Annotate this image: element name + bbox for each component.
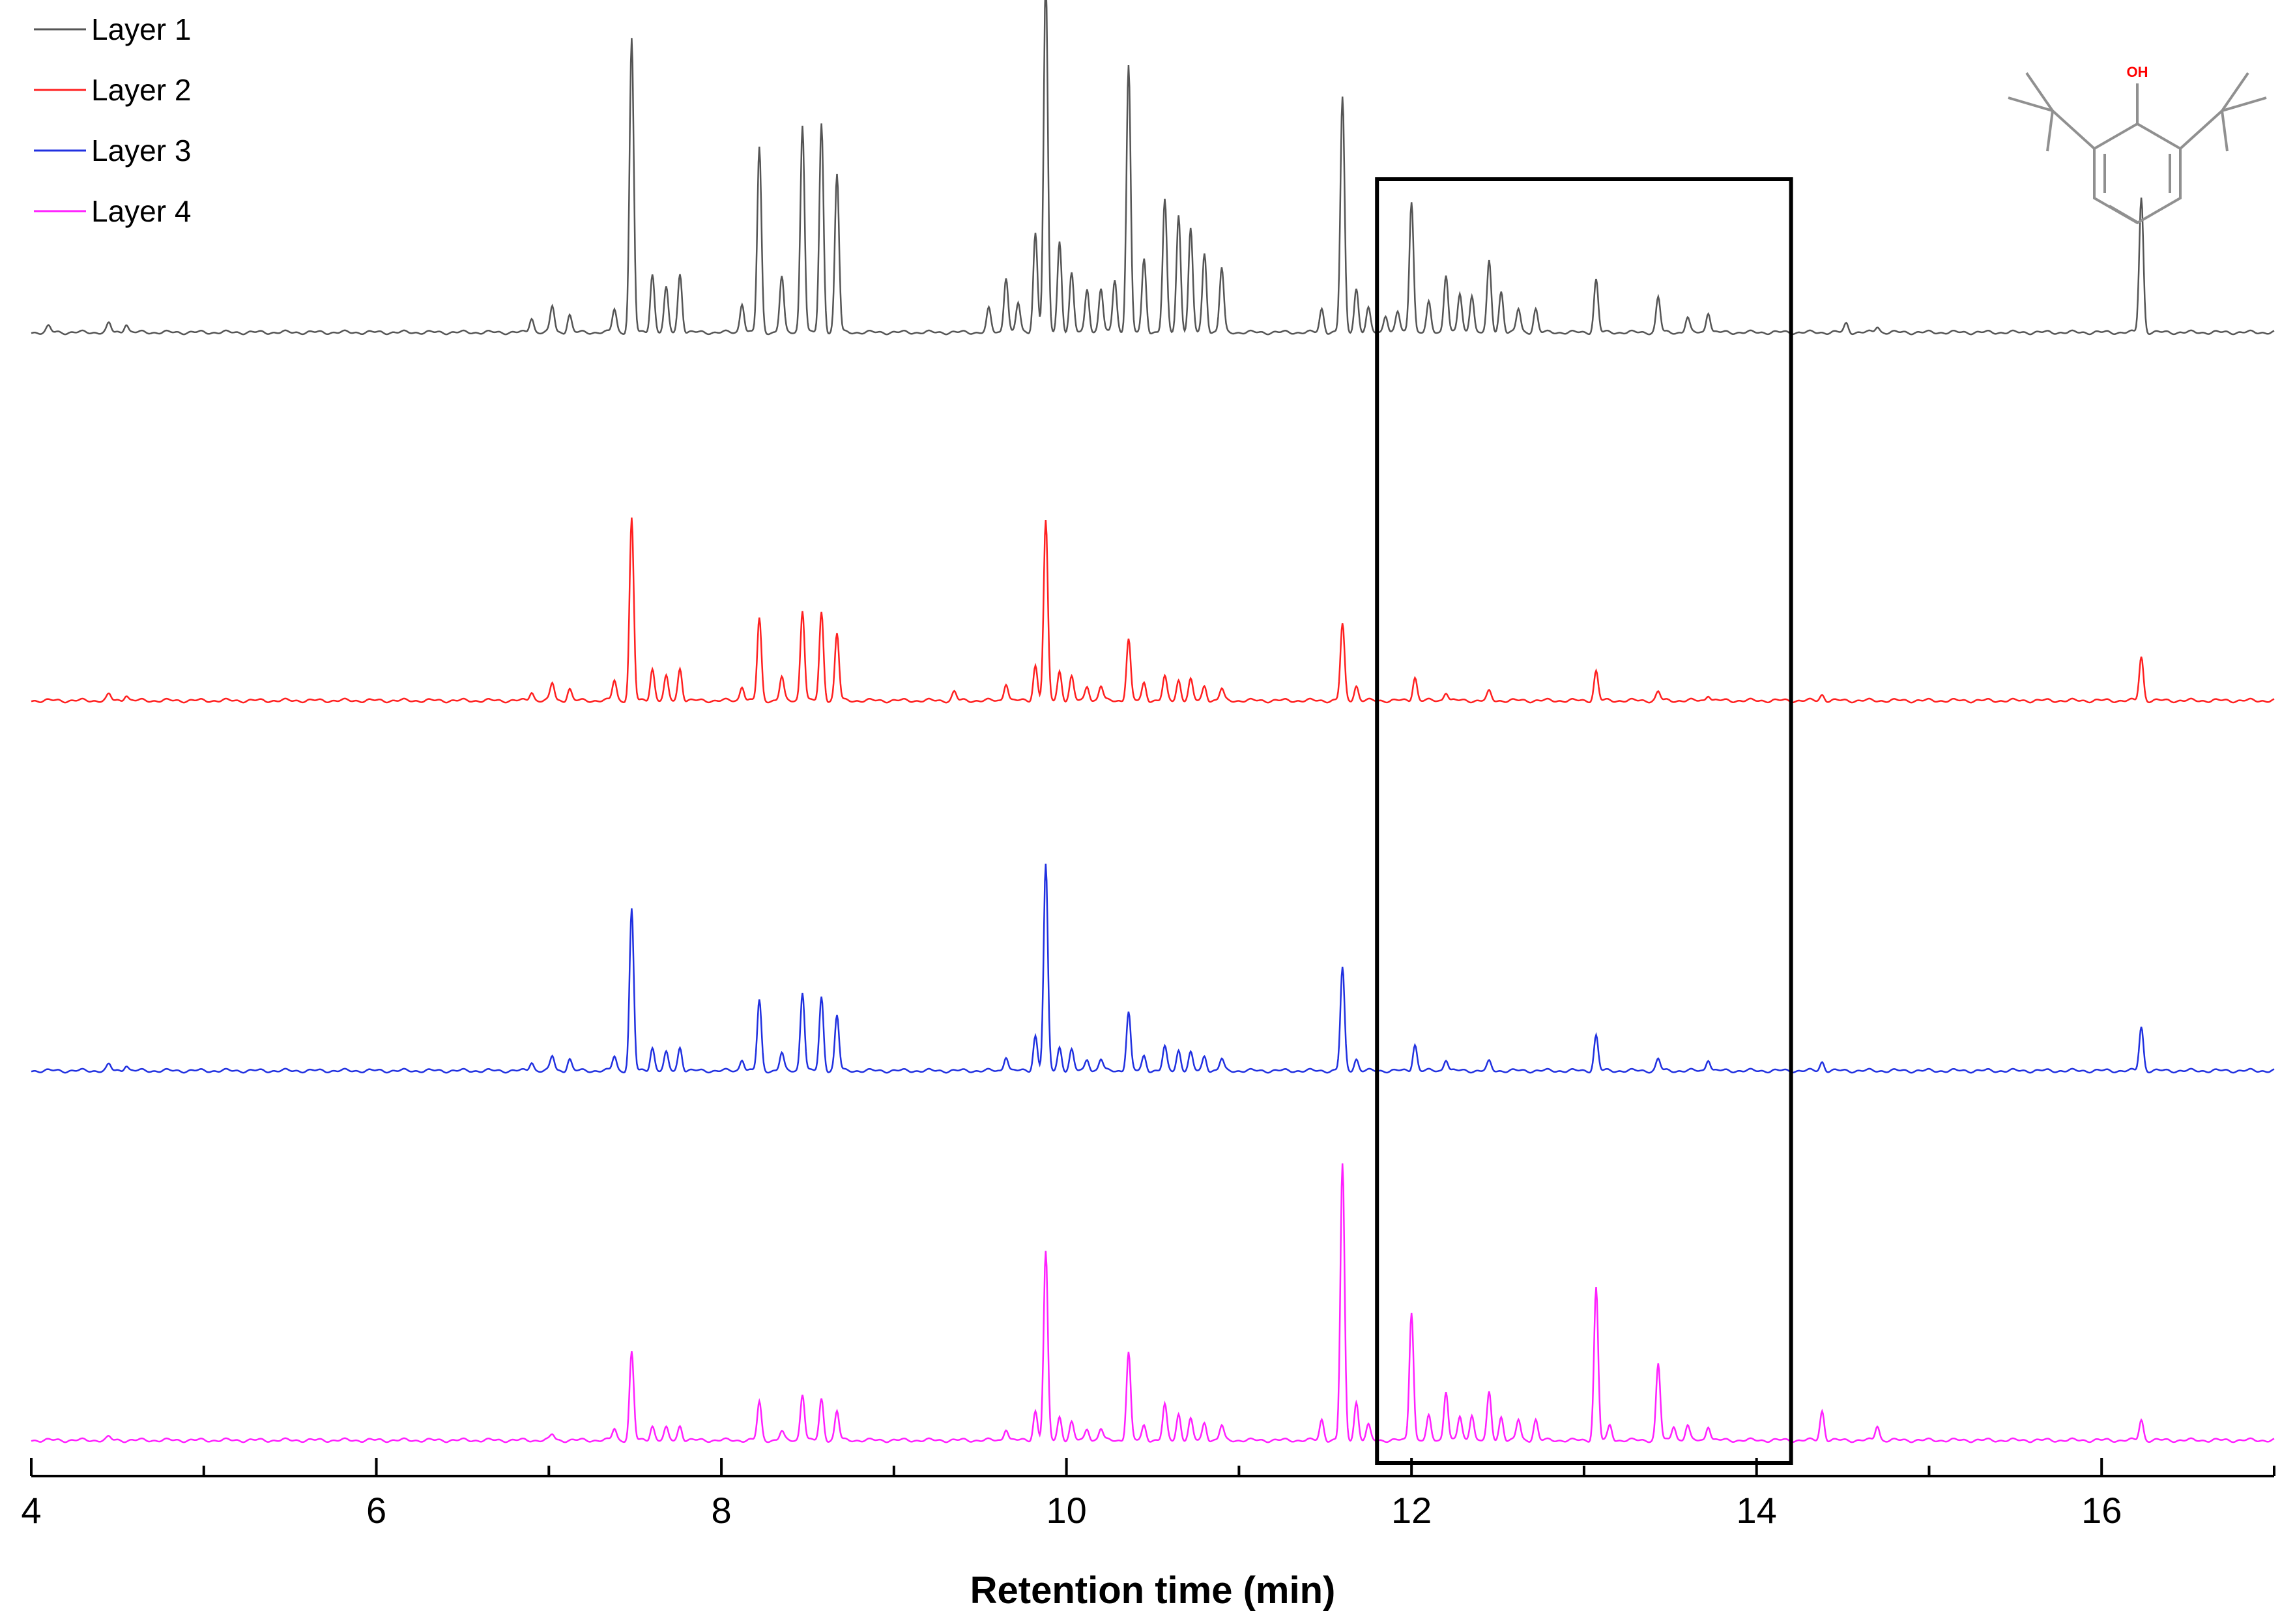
x-tick-label: 10 [1046,1490,1086,1531]
x-axis-title: Retention time (min) [970,1569,1336,1612]
series-line-layer-3 [31,863,2275,1074]
x-tick-label: 4 [21,1490,41,1531]
x-axis: 4 6 8 10 12 14 16 [21,1458,2275,1531]
legend-label: Layer 1 [91,12,191,46]
ring-double-bond [2108,205,2139,224]
tbutyl-bond [2051,109,2096,150]
series-line-layer-1 [31,0,2275,336]
tbutyl-methyl [2221,72,2249,112]
x-tick-label: 6 [366,1490,386,1531]
x-tick-label: 16 [2081,1490,2122,1531]
oh-label: OH [2127,64,2148,80]
x-tick-label: 14 [1737,1490,1777,1531]
highlight-box [1375,177,1793,1465]
legend: Layer 1 Layer 2 Layer 3 Layer 4 [34,12,191,228]
series-line-layer-4 [31,1163,2275,1443]
molecule-inset: OH [2008,64,2267,225]
tbutyl-methyl [2025,72,2054,112]
x-tick-label: 12 [1391,1490,1432,1531]
tbutyl-methyl [2008,96,2053,112]
legend-label: Layer 4 [91,194,191,228]
tbutyl-methyl [2046,110,2054,152]
chromatogram-traces [31,0,2275,1443]
tbutyl-methyl [2221,110,2229,152]
legend-label: Layer 2 [91,73,191,107]
x-tick-label: 8 [711,1490,731,1531]
benzene-ring [2093,122,2182,225]
series-line-layer-2 [31,517,2275,704]
tbutyl-bond [2179,109,2223,150]
legend-label: Layer 3 [91,134,191,167]
tbutyl-methyl [2221,96,2267,112]
